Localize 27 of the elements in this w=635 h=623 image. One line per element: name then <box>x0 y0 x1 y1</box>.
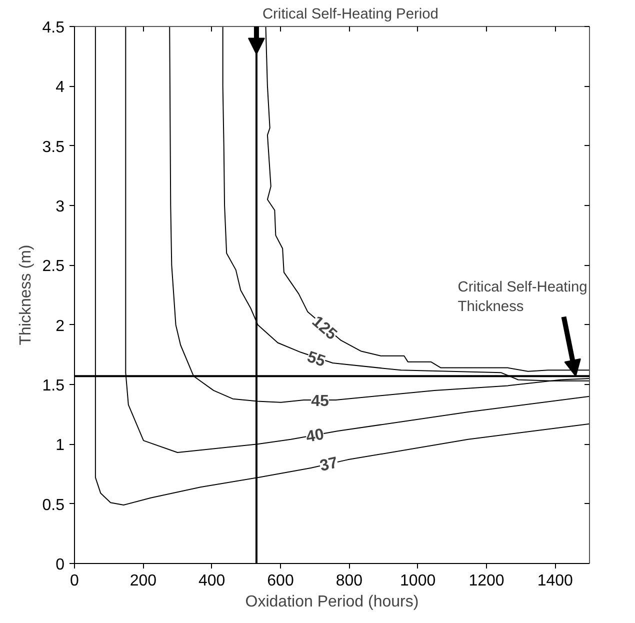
annotation: Critical Self-Heating Thickness <box>458 280 588 315</box>
y-tick-label: 3.5 <box>42 138 65 156</box>
x-tick-label: 600 <box>267 572 294 590</box>
annotation: 125 <box>308 313 340 344</box>
y-tick-label: 2.5 <box>42 258 65 276</box>
x-tick-label: 200 <box>130 572 157 590</box>
x-tick-label: 800 <box>336 572 363 590</box>
x-tick-label: 0 <box>70 572 80 590</box>
x-tick-label: 1000 <box>400 572 436 590</box>
annotation: Critical Self-Heating Period <box>262 6 438 22</box>
x-axis-title: Oxidation Period (hours) <box>245 594 419 610</box>
x-tick-label: 1400 <box>537 572 574 590</box>
y-tick-label: 4.5 <box>42 20 65 36</box>
y-tick-label: 3 <box>56 198 65 216</box>
annotation: 55 <box>304 348 328 371</box>
annotation: 40 <box>304 426 326 446</box>
y-tick-label: 0.5 <box>42 496 65 514</box>
y-tick-label: 0 <box>56 556 65 574</box>
y-tick-label: 2 <box>56 318 65 335</box>
y-tick-label: 1 <box>56 437 65 454</box>
y-tick-label: 4 <box>56 79 65 96</box>
y-axis-title: Thickness (m) <box>17 244 34 346</box>
annotation: 37 <box>318 454 340 475</box>
annotation: 45 <box>311 393 329 410</box>
y-tick-label: 1.5 <box>42 378 65 394</box>
x-tick-label: 400 <box>198 572 226 590</box>
x-tick-label: 1200 <box>468 572 504 590</box>
